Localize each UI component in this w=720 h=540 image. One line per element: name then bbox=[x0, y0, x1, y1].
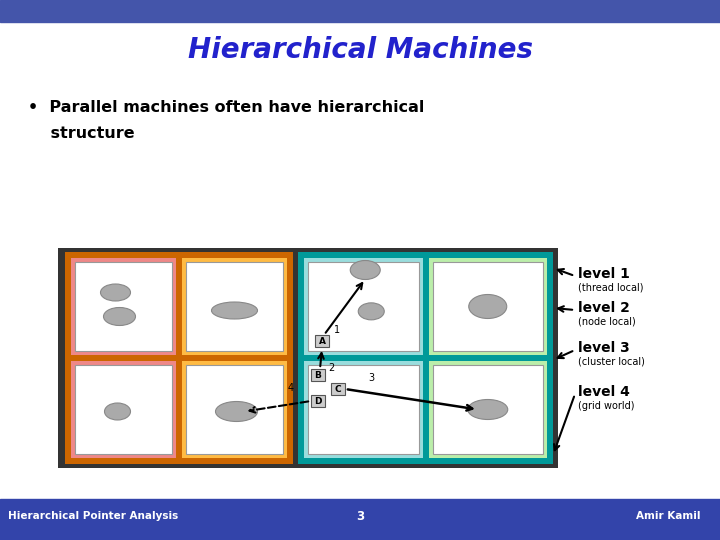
Ellipse shape bbox=[212, 302, 258, 319]
Text: (cluster local): (cluster local) bbox=[578, 357, 645, 367]
Ellipse shape bbox=[359, 303, 384, 320]
Text: (node local): (node local) bbox=[578, 317, 636, 327]
Bar bbox=[182, 361, 287, 458]
Text: Hierarchical Pointer Analysis: Hierarchical Pointer Analysis bbox=[8, 511, 179, 521]
Bar bbox=[311, 395, 325, 407]
Text: A: A bbox=[318, 336, 325, 346]
Bar bbox=[315, 335, 329, 347]
Text: 4: 4 bbox=[288, 383, 294, 393]
Bar bbox=[75, 262, 172, 351]
Bar bbox=[186, 262, 283, 351]
Text: C: C bbox=[335, 384, 341, 394]
Bar bbox=[428, 361, 547, 458]
Bar bbox=[298, 252, 553, 464]
Text: 3: 3 bbox=[356, 510, 364, 523]
Bar bbox=[0, 499, 720, 540]
Bar bbox=[65, 252, 293, 464]
Bar bbox=[433, 365, 543, 454]
Bar bbox=[182, 258, 287, 355]
Text: level 2: level 2 bbox=[578, 301, 630, 315]
Bar bbox=[75, 365, 172, 454]
Bar bbox=[71, 361, 176, 458]
Bar bbox=[186, 365, 283, 454]
Text: level 1: level 1 bbox=[578, 267, 630, 281]
Bar bbox=[308, 262, 418, 351]
Text: level 3: level 3 bbox=[578, 341, 630, 355]
Ellipse shape bbox=[104, 307, 135, 326]
Text: •  Parallel machines often have hierarchical: • Parallel machines often have hierarchi… bbox=[28, 100, 424, 115]
Bar bbox=[58, 248, 558, 468]
Bar bbox=[428, 258, 547, 355]
Bar bbox=[304, 361, 423, 458]
Ellipse shape bbox=[468, 400, 508, 420]
Bar bbox=[71, 258, 176, 355]
Ellipse shape bbox=[104, 403, 130, 420]
Text: (grid world): (grid world) bbox=[578, 401, 634, 411]
Text: (thread local): (thread local) bbox=[578, 283, 644, 293]
Ellipse shape bbox=[350, 260, 380, 280]
Bar bbox=[311, 369, 325, 381]
Text: 3: 3 bbox=[368, 373, 374, 383]
Text: D: D bbox=[314, 396, 322, 406]
Bar bbox=[331, 383, 345, 395]
Ellipse shape bbox=[469, 294, 507, 319]
Text: Amir Kamil: Amir Kamil bbox=[636, 511, 700, 521]
Bar bbox=[0, 0, 720, 22]
Ellipse shape bbox=[101, 284, 130, 301]
Text: structure: structure bbox=[28, 126, 135, 141]
Bar bbox=[304, 258, 423, 355]
Text: 1: 1 bbox=[334, 325, 340, 335]
Ellipse shape bbox=[215, 402, 258, 422]
Bar bbox=[433, 262, 543, 351]
Text: Hierarchical Machines: Hierarchical Machines bbox=[187, 36, 533, 64]
Text: B: B bbox=[315, 370, 321, 380]
Text: 2: 2 bbox=[328, 363, 334, 373]
Bar bbox=[308, 365, 418, 454]
Text: level 4: level 4 bbox=[578, 385, 630, 399]
